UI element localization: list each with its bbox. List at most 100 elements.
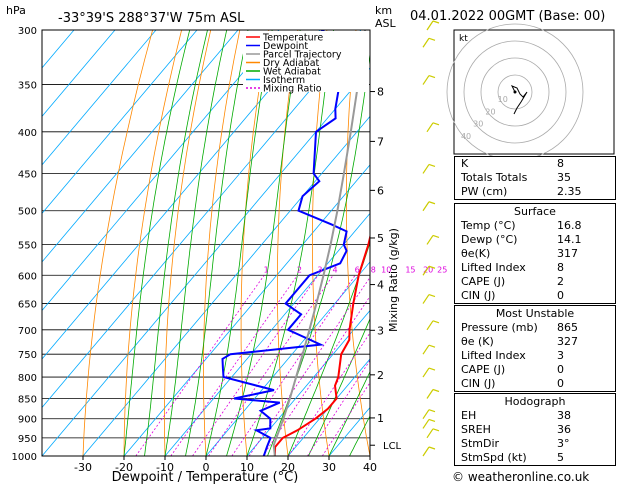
wet-adiabat-line [267,51,370,456]
hodograph-center [513,90,517,94]
km-tick-label: 3 [377,324,384,337]
wind-barb-flag [428,37,436,41]
stat-key: StmSpd (kt) [461,451,527,464]
legend-box [243,31,369,92]
stat-key: θe (K) [461,335,494,348]
pressure-tick-label: 900 [18,415,37,426]
stat-key: Lifted Index [461,261,526,274]
mixing-ratio-line [135,275,265,456]
wind-barb-flag [428,367,436,371]
mixing-ratio-line [288,332,370,456]
dry-adiabat-line [123,30,182,456]
isotherm-line [42,30,198,215]
stat-key: Lifted Index [461,349,526,362]
stats-hodograph: Hodograph EH 38 SREH 36 StmDir 3° StmSpd (kt) 5 [454,393,616,466]
pressure-tick-label: 400 [18,128,37,139]
wet-adiabat-line [123,30,191,456]
wind-barb [422,37,430,48]
stat-row: EH 38 [455,409,615,423]
stat-value: 14.1 [557,233,582,246]
km-tick-label: 7 [377,135,384,148]
hodograph-ring [497,74,533,110]
stat-row: PW (cm) 2.35 [455,185,615,199]
pressure-tick-label: 650 [18,300,37,311]
wind-barb-flag [428,265,436,269]
km-tick-label: 2 [377,369,384,382]
wind-barb-flag [432,428,440,432]
hodograph-ring-label: 40 [461,132,471,141]
km-tick-label: 5 [377,232,384,245]
hodo-title: Hodograph [504,395,566,408]
wind-barb [422,75,430,85]
wind-barb-flag [432,20,440,24]
legend-label: Parcel Trajectory [263,50,342,61]
mixing-ratio-label: 10 [381,265,391,274]
isotherm-line [123,164,370,456]
wind-barb-flag [428,201,436,205]
stat-row: StmSpd (kt) 5 [455,451,615,465]
series-line-parcel-trajectory [272,30,367,456]
stat-key: Totals Totals [461,171,528,184]
mixing-ratio-label: 8 [371,265,376,274]
credit: © weatheronline.co.uk [452,470,590,484]
wet-adiabat-line [287,241,370,456]
stat-key: PW (cm) [461,185,508,198]
mixing-ratio-line [248,276,370,456]
dry-adiabat-line [346,30,370,456]
dry-adiabat-line [618,30,629,456]
stat-value: 2.35 [557,185,582,198]
mixing-ratio-axis-label: Mixing Ratio (g/kg) [387,228,400,332]
dry-adiabat-line [203,30,241,456]
pressure-tick-label: 500 [18,207,37,218]
mixing-ratio-label: 15 [405,265,415,274]
pressure-tick-label: 950 [18,434,37,445]
wind-barbs [422,20,440,457]
wind-barb [426,428,434,439]
pressure-tick-label: 700 [18,326,37,337]
wind-barb [422,164,430,174]
stat-row: CIN (J) 0 [455,377,615,391]
wind-barb-flag [432,122,440,126]
wind-barb [422,419,430,429]
stats-surface: Surface Temp (°C) 16.8 Dewp (°C) 14.1 θe(K) 3… [454,203,616,304]
temp-tick-label: 20 [281,461,295,474]
isotherm-line [42,30,362,409]
isotherm-line [42,30,239,263]
km-tick-label: 1 [377,412,384,425]
stat-key: CAPE (J) [461,275,506,288]
stat-row: Dewp (°C) 14.1 [455,233,615,247]
mixing-ratio-line [192,275,319,456]
stat-value: 36 [557,423,571,436]
mixing-ratio-line [231,275,356,456]
stat-key: K [461,157,469,170]
legend-label: Dewpoint [263,41,308,52]
pressure-tick-label: 450 [18,169,37,180]
km-tick-label: 4 [377,279,384,292]
surface-title: Surface [514,205,556,218]
wind-barb-flag [428,74,436,79]
stats-most-unstable: Most Unstable Pressure (mb) 865 θe (K) 327 L… [454,305,616,392]
wind-barb-flag [432,320,440,324]
wind-barb-flag [428,418,436,422]
mu-title: Most Unstable [495,307,575,320]
wind-barb [422,446,430,457]
wind-barb-flag [428,344,436,348]
wind-barb [422,409,430,420]
dry-adiabat-line [240,30,270,456]
stat-row: CAPE (J) 0 [455,363,615,377]
profile-series [221,30,370,456]
mixing-ratio-label: 1 [264,265,269,274]
asl-label: ASL [375,17,397,30]
wind-barb-flag [432,234,440,239]
pressure-tick-label: 800 [18,373,37,384]
stat-value: 38 [557,409,571,422]
isotherm-line [42,30,280,312]
wind-barb [422,344,430,355]
wet-adiabat-line [308,317,370,456]
dry-adiabat-line [164,30,212,456]
pressure-tick-label: 550 [18,240,37,251]
stat-value: 5 [557,451,564,464]
hodograph-ring [463,40,567,144]
isotherm-line [42,30,116,118]
